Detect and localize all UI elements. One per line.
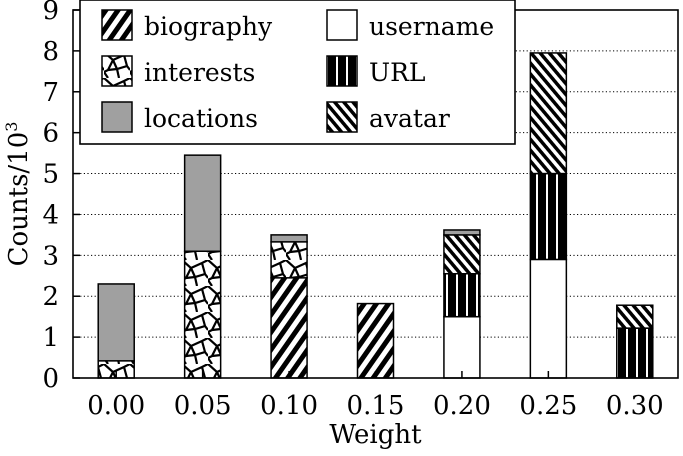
y-axis-label-exponent: 3 xyxy=(2,122,21,132)
y-tick-label: 6 xyxy=(42,119,59,149)
y-tick-label: 2 xyxy=(42,282,59,312)
legend-swatch-interests xyxy=(101,55,133,87)
x-tick-label: 0.05 xyxy=(174,391,232,421)
y-tick-label: 3 xyxy=(42,241,59,271)
bar-segment-locations-0.00 xyxy=(97,283,135,362)
x-axis-label: Weight xyxy=(329,420,422,450)
legend-label-biography: biography xyxy=(144,12,273,41)
bar-segment-avatar-0.25 xyxy=(529,52,568,175)
x-tick-label: 0.00 xyxy=(87,391,145,421)
x-tick-label: 0.20 xyxy=(433,391,491,421)
y-tick-label: 8 xyxy=(42,37,59,67)
legend-label-username: username xyxy=(369,12,494,41)
legend: biography username interests URL locations av… xyxy=(79,0,516,145)
tick-labels: 0 1 2 3 4 5 6 7 8 9 0.00 0.05 0.10 0.15 0.20 0.25 0.30 xyxy=(42,0,663,421)
legend-swatch-locations xyxy=(101,101,133,133)
bar-segment-biography-0.10 xyxy=(270,277,308,379)
y-tick-label: 1 xyxy=(42,323,59,353)
bar-segment-username-0.20 xyxy=(443,315,481,379)
legend-swatch-URL xyxy=(326,55,358,87)
x-tick-label: 0.10 xyxy=(260,391,318,421)
bar-segment-avatar-0.20 xyxy=(443,234,481,275)
y-tick-label: 7 xyxy=(42,78,59,108)
legend-swatch-biography xyxy=(101,9,133,41)
bar-segment-avatar-0.30 xyxy=(616,304,654,329)
y-axis-label: Counts/103 xyxy=(2,122,34,267)
legend-label-URL: URL xyxy=(369,58,426,87)
bar-segment-URL-0.20 xyxy=(443,272,481,318)
bar-segment-locations-0.10 xyxy=(270,234,308,243)
bar-segment-biography-0.15 xyxy=(356,302,395,379)
legend-swatch-username xyxy=(326,9,358,41)
y-tick-label: 9 xyxy=(42,0,59,26)
x-tick-label: 0.15 xyxy=(347,391,405,421)
x-tick-label: 0.25 xyxy=(519,391,577,421)
legend-box xyxy=(79,0,516,145)
legend-swatch-avatar xyxy=(326,101,358,133)
bar-segment-locations-0.20 xyxy=(443,229,481,236)
bar-segment-interests-0.10 xyxy=(270,241,308,279)
legend-label-locations: locations xyxy=(144,104,258,133)
bar-segment-locations-0.05 xyxy=(183,154,222,252)
y-axis-label-main: Counts/10 xyxy=(4,132,34,267)
legend-label-avatar: avatar xyxy=(369,104,450,133)
y-tick-label: 4 xyxy=(42,200,59,230)
bar-segment-interests-0.05 xyxy=(183,250,222,379)
y-tick-label: 5 xyxy=(42,160,59,190)
bar-segment-username-0.25 xyxy=(529,258,568,379)
x-tick-label: 0.30 xyxy=(606,391,664,421)
legend-label-interests: interests xyxy=(144,58,255,87)
y-tick-label: 0 xyxy=(42,364,59,394)
bar-segment-URL-0.25 xyxy=(529,172,568,261)
bar-segment-URL-0.30 xyxy=(616,327,654,379)
bars-layer xyxy=(97,52,654,379)
